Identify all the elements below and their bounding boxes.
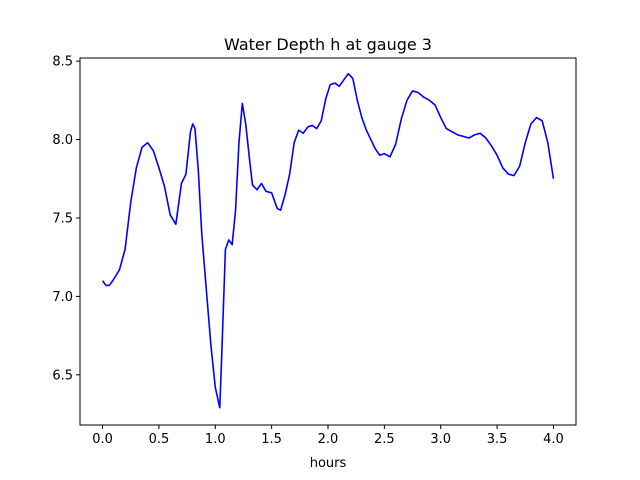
- x-axis-label: hours: [310, 456, 347, 471]
- series-line: [101, 72, 555, 409]
- y-axis: 6.5 7.0 7.5 8.0 8.5: [52, 55, 80, 383]
- x-tick-label: 4.0: [543, 432, 564, 447]
- y-tick-label: 6.5: [52, 368, 73, 383]
- x-tick-label: 3.5: [487, 432, 508, 447]
- x-axis: 0.0 0.5 1.0 1.5 2.0 2.5 3.0 3.5 4.0: [92, 425, 564, 447]
- plot-background: [80, 58, 576, 425]
- y-tick-label: 8.0: [52, 133, 73, 148]
- y-tick-label: 7.5: [52, 211, 73, 226]
- x-tick-label: 1.0: [205, 432, 226, 447]
- y-tick-label: 7.0: [52, 290, 73, 305]
- x-tick-label: 0.5: [149, 432, 170, 447]
- y-tick-label: 8.5: [52, 55, 73, 70]
- x-tick-label: 2.0: [318, 432, 339, 447]
- chart-title: Water Depth h at gauge 3: [224, 35, 432, 54]
- plot-area: [79, 57, 577, 426]
- x-tick-label: 3.0: [430, 432, 451, 447]
- x-tick-label: 2.5: [374, 432, 395, 447]
- x-tick-label: 1.5: [261, 432, 282, 447]
- x-tick-label: 0.0: [92, 432, 113, 447]
